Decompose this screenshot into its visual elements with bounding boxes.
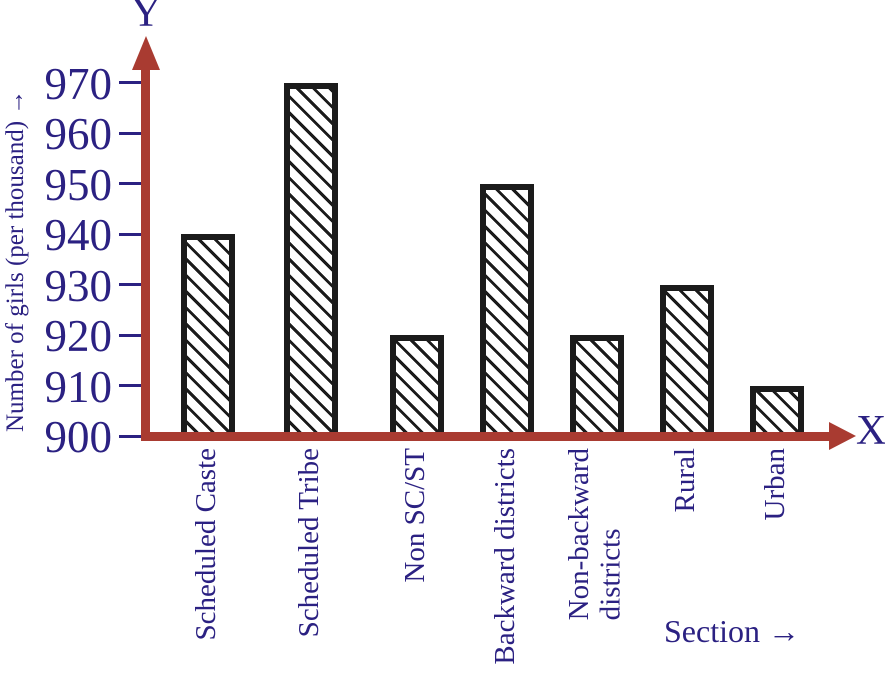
y-tick-label: 930 [44, 260, 113, 311]
y-tick [119, 434, 147, 438]
x-label-non-sc-st: Non SC/ST [399, 448, 431, 583]
x-label-non-backward-districts: Non-backward districts [563, 448, 627, 621]
bar-scheduled-caste [181, 234, 235, 441]
y-axis-letter: Y [130, 0, 162, 36]
y-tick [119, 81, 147, 84]
x-label-scheduled-tribe: Scheduled Tribe [293, 448, 325, 638]
bar-backward-districts [480, 183, 534, 441]
y-tick-label: 940 [44, 210, 113, 260]
bar-urban [750, 385, 804, 441]
y-tick [119, 131, 147, 135]
x-axis-arrow-icon [829, 422, 856, 450]
y-tick-label: 950 [44, 159, 113, 210]
x-axis-title: Section → [664, 613, 800, 649]
x-label-urban: Urban [759, 448, 791, 521]
y-axis-line [141, 66, 150, 441]
y-tick [119, 182, 147, 185]
x-axis-letter: X [856, 408, 885, 454]
x-label-backward-districts: Backward districts [489, 448, 521, 665]
y-tick [119, 384, 147, 387]
bar-non-sc-st [390, 335, 444, 441]
y-tick [119, 283, 147, 286]
y-tick-label: 900 [44, 412, 113, 462]
x-label-scheduled-caste: Scheduled Caste [190, 448, 222, 641]
x-label-rural: Rural [669, 448, 701, 513]
x-axis-line [141, 432, 831, 441]
y-tick-label: 920 [44, 311, 113, 361]
bar-non-backward-districts [570, 335, 624, 441]
y-tick-label: 910 [44, 361, 113, 412]
y-tick [119, 232, 147, 236]
bar-scheduled-tribe [284, 82, 338, 441]
y-axis-arrow-icon [132, 36, 160, 70]
y-tick [119, 333, 147, 337]
bar-rural [660, 284, 714, 441]
y-tick-label: 970 [44, 58, 113, 109]
y-tick-label: 960 [44, 109, 113, 159]
